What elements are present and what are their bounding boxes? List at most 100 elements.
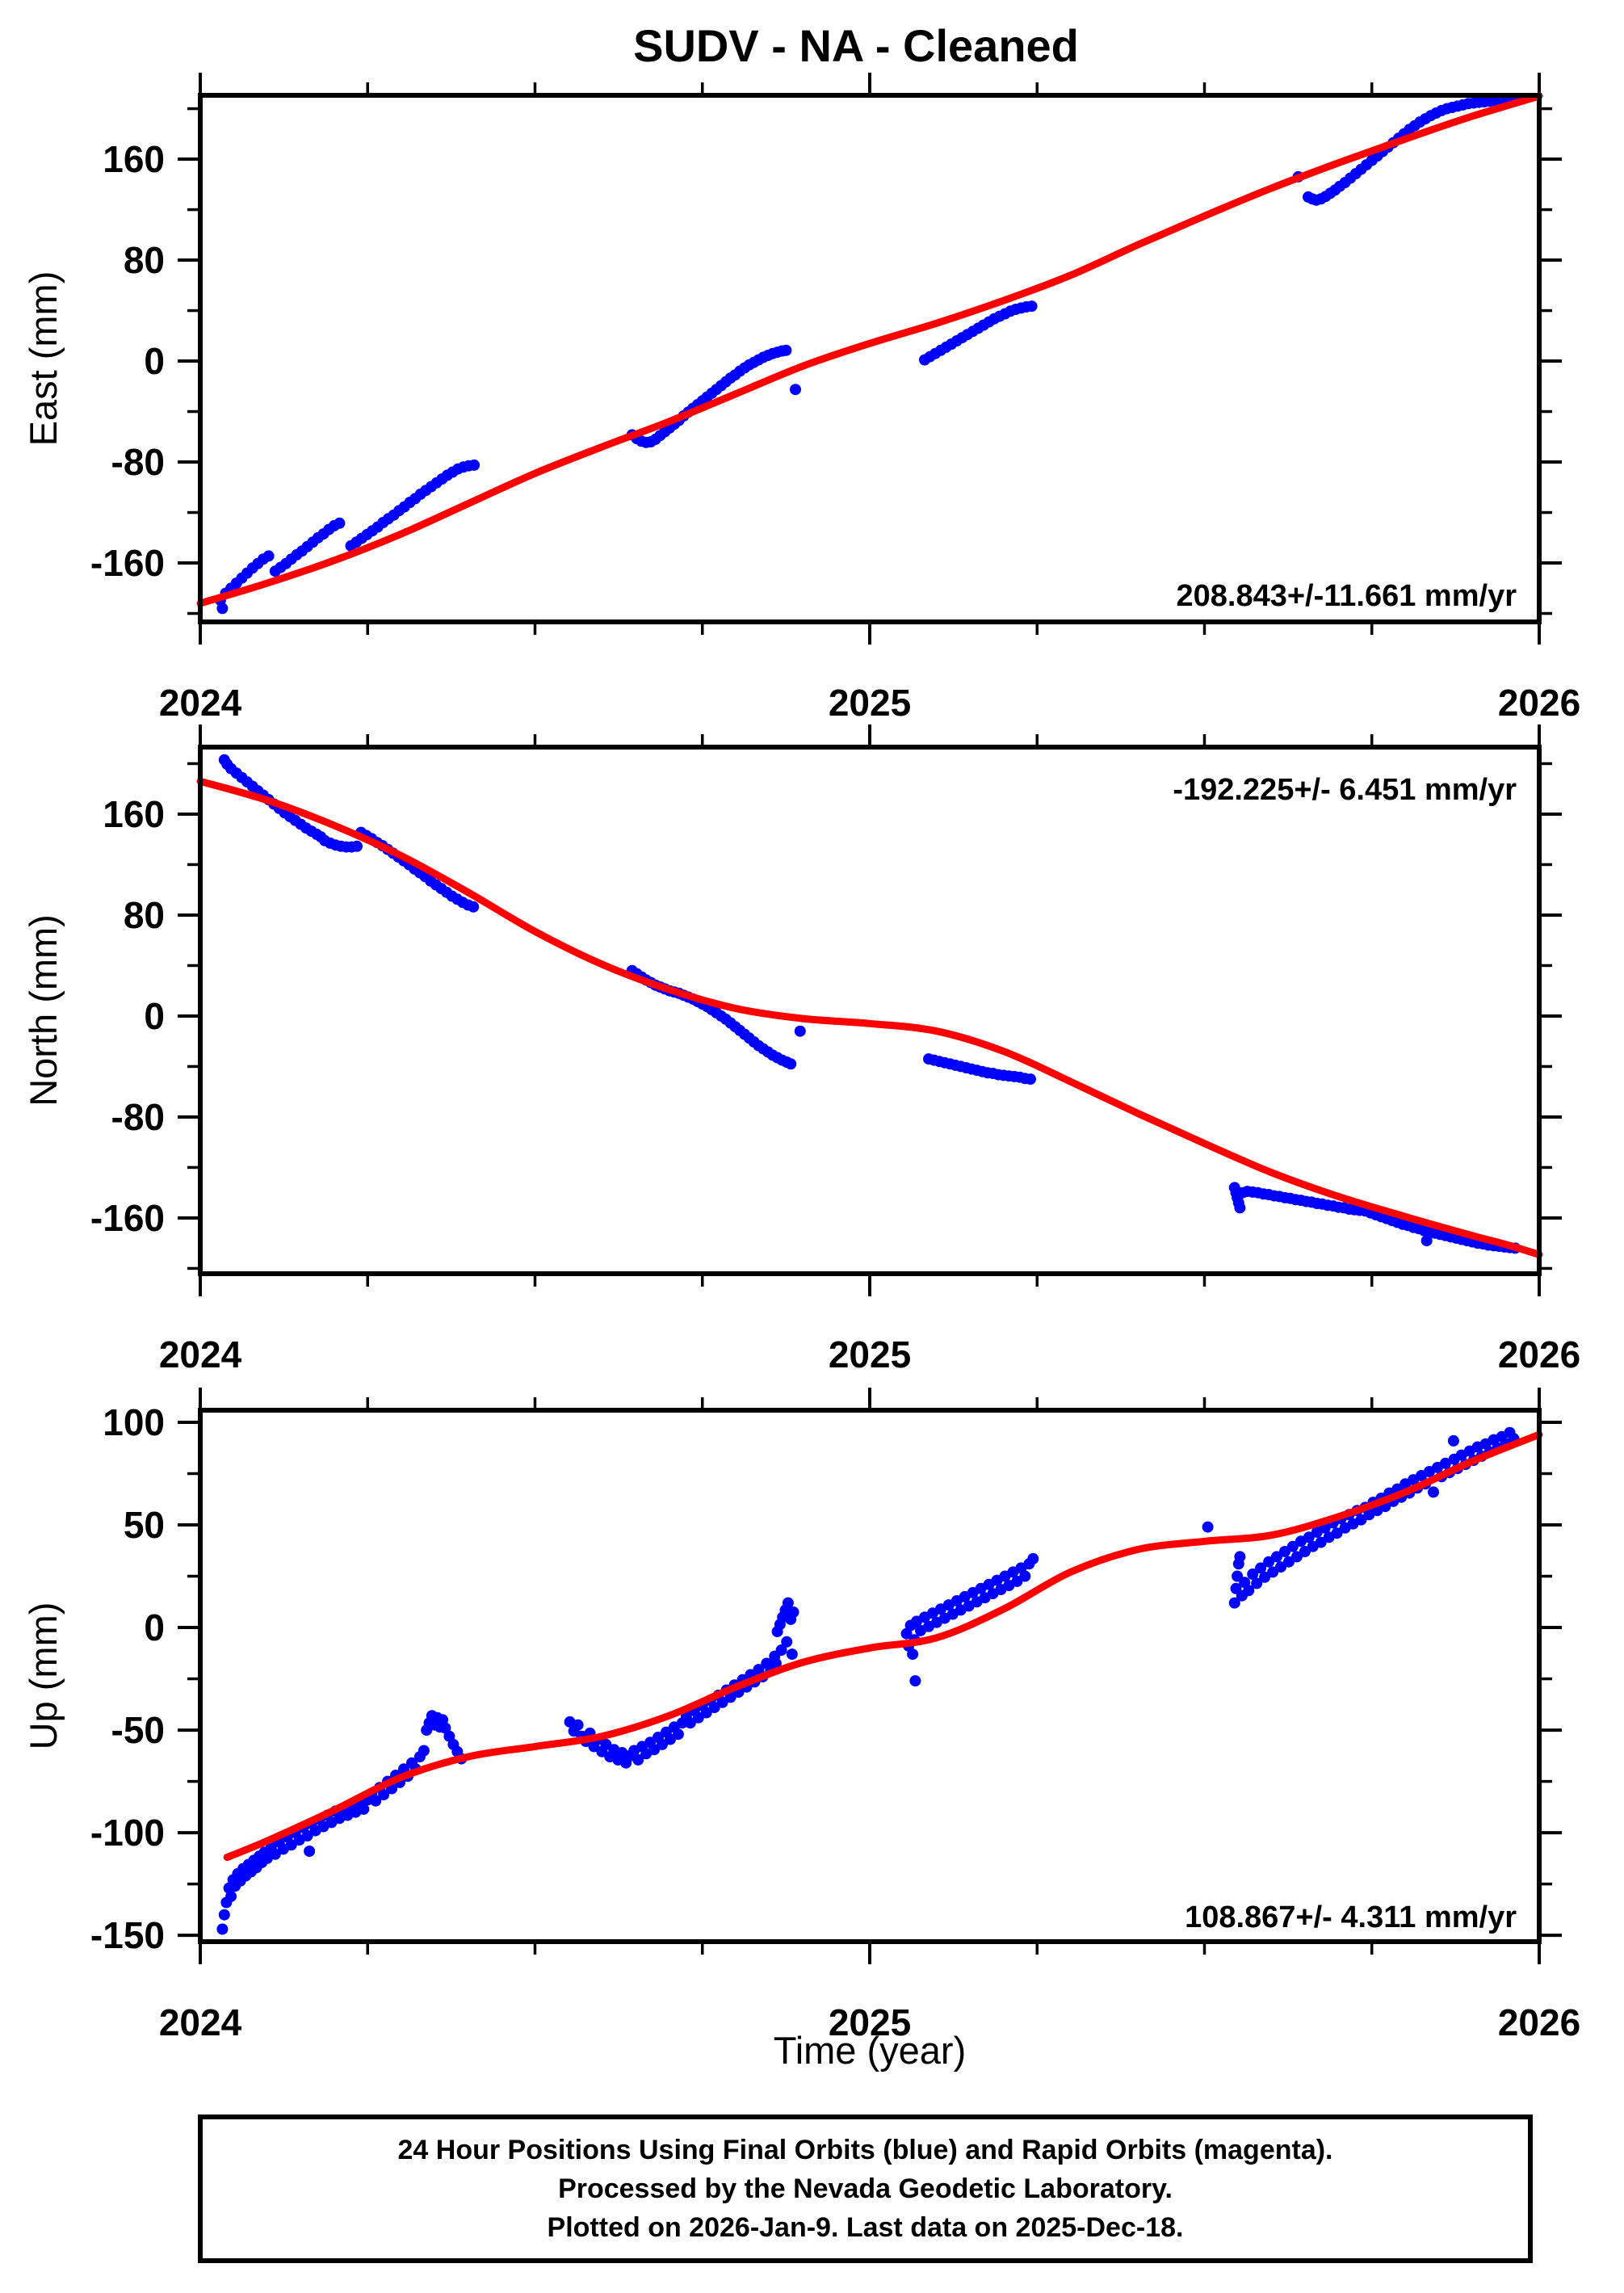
page-title: SUDV - NA - Cleaned [633,20,1079,71]
up-y-tick-label: 100 [103,1401,165,1443]
data-point [632,1753,644,1766]
north-x-tick-label: 2025 [829,1333,911,1375]
east-y-tick-label: -80 [111,441,165,483]
data-point [786,1648,798,1661]
up-rate-annotation: 108.867+/- 4.311 mm/yr [1185,1900,1517,1934]
x-axis-label: Time (year) [774,2029,967,2072]
data-point [1234,1551,1246,1563]
data-point [225,1890,237,1902]
data-point [1255,1562,1267,1574]
east-x-tick-label: 2025 [829,682,911,724]
east-rate-annotation: 208.843+/-11.661 mm/yr [1176,579,1517,613]
up-y-ticks [178,1420,1562,1938]
data-point [785,1058,797,1070]
data-point [780,344,792,356]
data-point [1315,1536,1327,1548]
data-point [1247,1569,1259,1580]
data-point [781,1636,793,1648]
data-point [1447,1434,1459,1447]
north-y-ticks [178,762,1562,1270]
footer-line-3: Plotted on 2026-Jan-9. Last data on 2025… [547,2212,1184,2244]
up-y-tick-label: -50 [111,1709,165,1751]
data-point [1025,1073,1036,1086]
data-point [216,603,229,615]
north-y-tick-label: -160 [90,1197,165,1239]
data-point [1271,1551,1282,1563]
data-point [285,1839,297,1851]
east-y-tick-label: 80 [124,239,165,281]
east-x-tick-label: 2026 [1498,682,1580,724]
footer-note-box: 24 Hour Positions Using Final Orbits (bl… [198,2115,1533,2263]
north-y-tick-label: 0 [144,995,165,1037]
data-point [1243,1585,1255,1597]
data-point [418,1745,430,1757]
east-model-line [196,92,1543,607]
up-panel: 2024 2025 2026 100 50 0 -50 -100 -150 [90,1388,1580,2043]
panels: 2024 2025 2026 160 80 0 -80 -160 2024 2025 2026 160… [90,73,1580,2043]
north-x-tick-label: 2026 [1498,1333,1580,1375]
data-point [1331,1527,1343,1539]
north-y-tick-label: 80 [124,894,165,936]
data-point [262,550,275,562]
up-y-tick-label: -150 [90,1914,165,1956]
data-point [716,1696,728,1708]
up-y-tick-label: 50 [124,1504,165,1546]
data-point [1202,1521,1214,1533]
east-y-tick-label: -160 [90,542,165,584]
north-x-tick-label: 2024 [159,1333,242,1375]
data-point [1228,1597,1240,1609]
data-point [1355,1514,1367,1526]
data-point [1275,1561,1286,1573]
data-point [1428,1486,1439,1498]
footer-line-1: 24 Hour Positions Using Final Orbits (bl… [397,2134,1333,2165]
up-data-points [216,1426,1520,1935]
north-model-line [196,777,1543,1258]
data-point [358,1803,370,1815]
up-y-tick-label: 0 [144,1606,165,1648]
east-y-tick-label: 160 [103,138,165,180]
data-point [700,1707,712,1719]
data-point [770,1657,782,1669]
north-data-points [218,754,1521,1254]
up-model-line [223,1430,1543,1862]
data-point [572,1719,584,1731]
data-point [907,1648,919,1661]
data-point [378,1789,390,1801]
up-x-tick-label: 2025 [829,2001,911,2043]
up-x-tick-label: 2026 [1498,2001,1580,2043]
data-point [787,1606,799,1618]
data-point [1011,1575,1023,1587]
north-panel: 2024 2025 2026 160 80 0 -80 -160 [90,724,1580,1375]
up-x-ticks [199,1388,1541,1964]
east-y-tick-label: 0 [144,340,165,382]
east-x-tick-label: 2024 [159,682,242,724]
data-point [304,1846,316,1857]
data-point [672,1728,684,1741]
data-point [1251,1577,1263,1590]
up-y-axis-label: Up (mm) [22,1602,65,1750]
data-point [1420,1235,1433,1247]
data-point [1019,1570,1031,1582]
east-frame [198,93,1542,624]
north-y-tick-label: -80 [111,1096,165,1138]
data-point [334,517,346,529]
north-frame [198,745,1542,1276]
data-point [1286,1540,1299,1552]
data-point [1259,1571,1271,1583]
data-point [269,1848,281,1860]
data-point [1290,1551,1303,1563]
data-point [657,1738,668,1750]
data-point [1303,1531,1315,1543]
up-x-tick-label: 2024 [159,2001,242,2043]
east-x-ticks [199,73,1541,645]
data-point [1439,1457,1451,1469]
data-point [370,1795,382,1807]
data-point [1027,1552,1039,1564]
data-point [218,1909,230,1921]
north-y-axis-label: North (mm) [22,914,65,1107]
data-point [468,901,480,913]
data-point [1234,1202,1246,1214]
data-point [684,1717,696,1729]
